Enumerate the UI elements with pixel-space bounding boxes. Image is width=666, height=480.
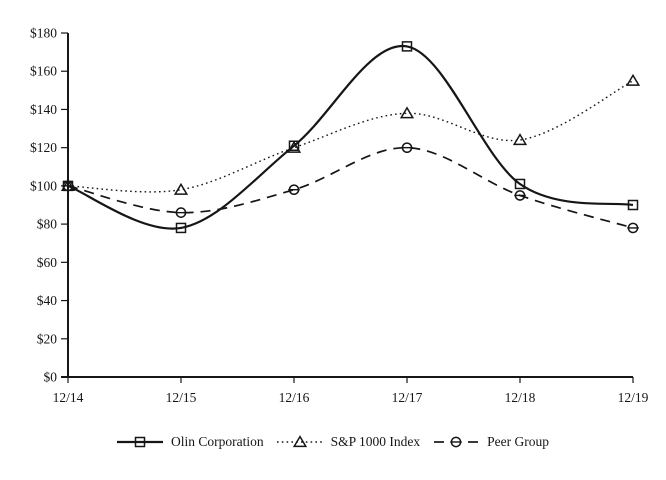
x-tick-label: 12/14 [53,390,84,405]
x-tick-label: 12/15 [166,390,197,405]
marker-square [627,199,639,211]
marker-triangle [625,73,641,86]
legend-item-sp-1000-index: S&P 1000 Index [276,434,421,450]
y-tick-label: $160 [30,64,57,79]
legend-item-olin-corporation: Olin Corporation [117,434,264,450]
marker-triangle [512,133,528,146]
legend-swatch-dash-circle-icon [434,436,479,448]
y-tick-label: $20 [37,331,58,346]
legend-label-peer-group: Peer Group [487,434,549,449]
x-tick-label: 12/16 [279,390,310,405]
legend-label-olin-corporation: Olin Corporation [171,434,264,449]
marker-triangle [286,140,302,153]
y-tick-label: $180 [30,26,57,41]
y-tick-label: $140 [30,102,57,117]
y-tick-label: $80 [37,217,58,232]
x-tick-label: 12/19 [618,390,649,405]
marker-square [514,178,526,190]
y-tick-label: $60 [37,255,58,270]
y-tick-label: $40 [37,293,58,308]
y-tick-label: $100 [30,178,57,193]
series-line-0 [67,45,634,230]
chart-legend: Olin Corporation S&P 1000 Index Peer Gro… [0,434,666,450]
series-line-1 [67,80,634,193]
x-tick-label: 12/17 [392,390,423,405]
marker-triangle [399,106,415,119]
marker-triangle [292,435,307,448]
y-tick-label: $0 [44,370,58,385]
marker-square [401,41,413,52]
legend-label-sp-1000-index: S&P 1000 Index [330,434,421,449]
y-tick-label: $120 [30,140,57,155]
legend-swatch-solid-square-icon [117,436,163,448]
series-line-2 [67,146,634,229]
legend-item-peer-group: Peer Group [433,434,549,450]
marker-triangle [173,182,189,195]
marker-square [175,222,187,234]
x-tick-label: 12/18 [505,390,536,405]
marker-square [134,436,146,448]
legend-swatch-dotted-triangle-icon [276,435,323,448]
performance-line-chart: $0 $20 $40 $60 $80 $100 $120 $140 $160 $180 12/14 1… [30,26,649,406]
